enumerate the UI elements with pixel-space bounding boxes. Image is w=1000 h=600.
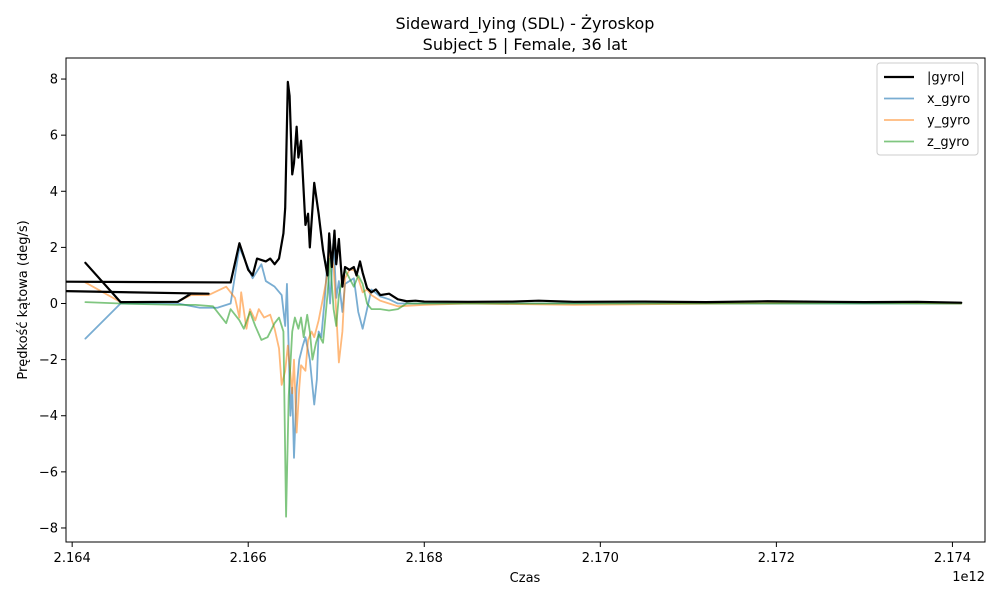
x-tick-label: 2.168 [406, 551, 443, 566]
chart-title: Sideward_lying (SDL) - Żyroskop [396, 14, 655, 34]
legend-label: |gyro| [927, 71, 965, 86]
y-tick-label: 8 [50, 73, 58, 88]
legend-box [876, 62, 979, 156]
x-tick-label: 2.174 [934, 551, 971, 566]
y-tick-label: −8 [39, 521, 58, 536]
y-axis: −8 −6 −4 −2 0 2 4 6 8 [39, 73, 66, 536]
legend-label: z_gyro [927, 135, 969, 150]
chart-subtitle: Subject 5 | Female, 36 lat [423, 35, 628, 54]
y-axis-label: Prędkość kątowa (deg/s) [16, 220, 31, 379]
series-line-ygyro [84, 246, 963, 434]
plot-frame [65, 57, 986, 543]
series-layer [66, 80, 963, 518]
x-tick-label: 2.166 [230, 551, 267, 566]
y-tick-label: 6 [50, 129, 58, 144]
legend: |gyro| x_gyro y_gyro z_gyro [876, 62, 979, 156]
x-axis: 2.164 2.166 2.168 2.170 2.172 2.174 [54, 542, 971, 566]
x-tick-label: 2.172 [758, 551, 795, 566]
x-axis-offset-label: 1e12 [952, 570, 985, 585]
y-tick-label: 2 [50, 241, 58, 256]
legend-label: x_gyro [927, 92, 970, 107]
y-tick-label: 0 [50, 297, 58, 312]
y-tick-label: −6 [39, 465, 58, 480]
series-line-gyro [66, 80, 963, 304]
y-tick-label: −2 [39, 353, 58, 368]
legend-label: y_gyro [927, 114, 970, 129]
y-tick-label: −4 [39, 409, 58, 424]
series-line-zgyro [84, 257, 963, 518]
y-tick-label: 4 [50, 185, 58, 200]
x-tick-label: 2.170 [582, 551, 619, 566]
x-axis-label: Czas [510, 571, 541, 586]
x-tick-label: 2.164 [54, 551, 91, 566]
series-line-xgyro [84, 238, 963, 459]
plot-area [66, 80, 963, 518]
